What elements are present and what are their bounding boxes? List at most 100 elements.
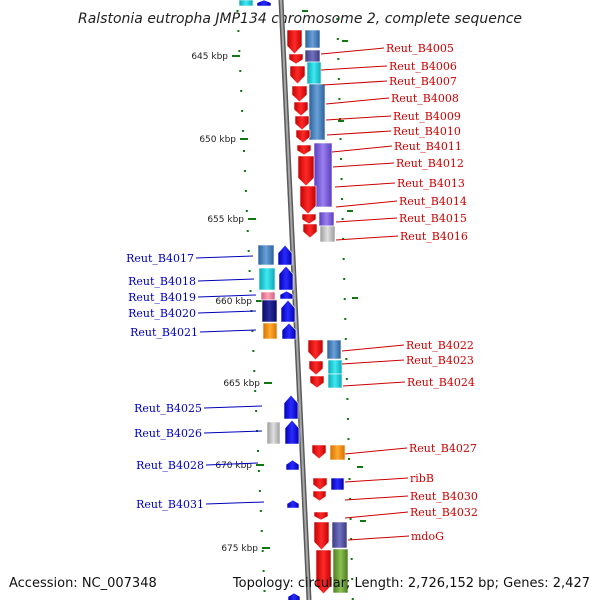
track-dot	[252, 350, 255, 352]
forward-gene-arrow	[278, 265, 294, 291]
track-dash	[357, 466, 363, 468]
track-dot	[243, 170, 246, 172]
gene-color-block	[327, 373, 343, 389]
gene-label-right[interactable]: Reut_B4008	[391, 92, 459, 105]
leader-line	[342, 381, 406, 387]
reverse-gene-arrow	[299, 185, 317, 215]
gene-label-left[interactable]: Reut_B4021	[130, 326, 198, 339]
track-dot	[260, 530, 263, 532]
gene-label-right[interactable]: Reut_B4005	[386, 42, 454, 55]
track-dot	[341, 198, 344, 200]
leader-line	[334, 182, 396, 188]
leader-line	[199, 329, 257, 333]
gene-label-right[interactable]: Reut_B4032	[410, 506, 478, 519]
chromosome-backbone	[278, 0, 312, 600]
gene-label-right[interactable]: Reut_B4030	[410, 490, 478, 503]
gene-label-right[interactable]: Reut_B4009	[393, 110, 461, 123]
gene-label-left[interactable]: Reut_B4026	[134, 427, 202, 440]
gene-label-left[interactable]: Reut_B4031	[136, 498, 204, 511]
gene-label-left[interactable]: Reut_B4020	[128, 307, 196, 320]
forward-gene-arrow	[287, 592, 301, 600]
gene-color-block	[331, 521, 348, 549]
gene-label-right[interactable]: Reut_B4024	[407, 376, 475, 389]
leader-line	[335, 235, 399, 241]
gene-label-right[interactable]: Reut_B4015	[399, 212, 467, 225]
gene-color-block	[262, 322, 278, 340]
reverse-gene-arrow	[307, 339, 324, 361]
gene-label-right[interactable]: Reut_B4022	[406, 339, 474, 352]
gene-label-right[interactable]: Reut_B4023	[406, 354, 474, 367]
forward-gene-arrow	[277, 244, 293, 266]
gene-label-left[interactable]: Reut_B4017	[126, 252, 194, 265]
reverse-gene-arrow	[291, 85, 308, 103]
leader-line	[344, 477, 409, 483]
leader-line	[325, 115, 392, 121]
track-dot	[253, 370, 256, 372]
gene-color-block	[260, 291, 276, 301]
gene-label-left[interactable]: Reut_B4018	[128, 275, 196, 288]
track-dot	[342, 258, 345, 260]
reverse-gene-arrow	[312, 490, 327, 502]
kbp-ruler: 645 kbp 650 kbp 655 kbp 660 kbp 665 kbp 670 k…	[191, 52, 272, 554]
gene-color-block	[258, 267, 276, 291]
gene-color-block	[304, 29, 321, 49]
position-dots	[236, 10, 366, 600]
gene-color-block	[261, 299, 278, 323]
kbp-label: 675 kbp	[221, 544, 258, 554]
leader-line	[344, 495, 409, 501]
track-dot	[342, 238, 345, 240]
gene-label-right[interactable]: Reut_B4011	[394, 140, 462, 153]
gene-label-left[interactable]: Reut_B4025	[134, 402, 202, 415]
track-dot	[343, 278, 346, 280]
leader-line	[322, 80, 388, 86]
track-dot	[239, 70, 242, 72]
cog-color-blocks	[238, 0, 349, 594]
accession-text: Accession: NC_007348	[9, 576, 157, 591]
gene-label-right[interactable]: Reut_B4006	[389, 60, 457, 73]
label-leader-lines	[195, 47, 410, 541]
kbp-tick	[232, 55, 240, 57]
reverse-gene-arrow	[288, 53, 304, 65]
gene-label-left[interactable]: Reut_B4019	[128, 291, 196, 304]
reverse-gene-arrow	[312, 477, 328, 491]
track-dot	[345, 378, 348, 380]
kbp-tick	[264, 382, 272, 384]
gene-label-right[interactable]: Reut_B4012	[396, 157, 464, 170]
reverse-gene-arrow	[295, 129, 311, 144]
gene-label-right[interactable]: Reut_B4013	[397, 177, 465, 190]
kbp-label: 670 kbp	[215, 461, 252, 471]
right-gene-labels: Reut_B4005 Reut_B4006 Reut_B4007 Reut_B4008…	[386, 42, 478, 543]
gene-label-right[interactable]: Reut_B4014	[399, 195, 467, 208]
gene-label-left[interactable]: Reut_B4028	[136, 459, 204, 472]
gene-color-block	[326, 339, 342, 360]
leader-line	[332, 162, 395, 168]
gene-color-block	[318, 211, 335, 227]
gene-color-block	[329, 444, 346, 461]
leader-line	[203, 405, 263, 409]
leader-line	[344, 511, 409, 519]
track-dot	[237, 30, 240, 32]
track-dot	[338, 98, 341, 100]
track-dot	[347, 438, 350, 440]
gene-label-right[interactable]: Reut_B4010	[393, 125, 461, 138]
gene-label-right[interactable]: Reut_B4016	[400, 230, 468, 243]
track-dot	[245, 210, 248, 212]
gene-label-right[interactable]: Reut_B4007	[389, 75, 457, 88]
track-dot	[263, 590, 266, 592]
track-dot	[344, 318, 347, 320]
gene-label-right[interactable]: Reut_B4027	[409, 442, 477, 455]
track-dot	[251, 330, 254, 332]
track-dot	[238, 50, 241, 52]
gene-color-block	[304, 49, 321, 63]
track-dot	[249, 290, 252, 292]
track-dot	[336, 38, 339, 40]
kbp-tick	[248, 218, 256, 220]
gene-color-block	[308, 83, 326, 141]
track-dot	[336, 18, 339, 20]
kbp-label: 655 kbp	[207, 215, 244, 225]
gene-label-right[interactable]: mdoG	[411, 530, 444, 543]
track-dash	[347, 210, 353, 212]
gene-label-right[interactable]: ribB	[410, 472, 434, 485]
reverse-gene-arrow	[301, 213, 317, 225]
